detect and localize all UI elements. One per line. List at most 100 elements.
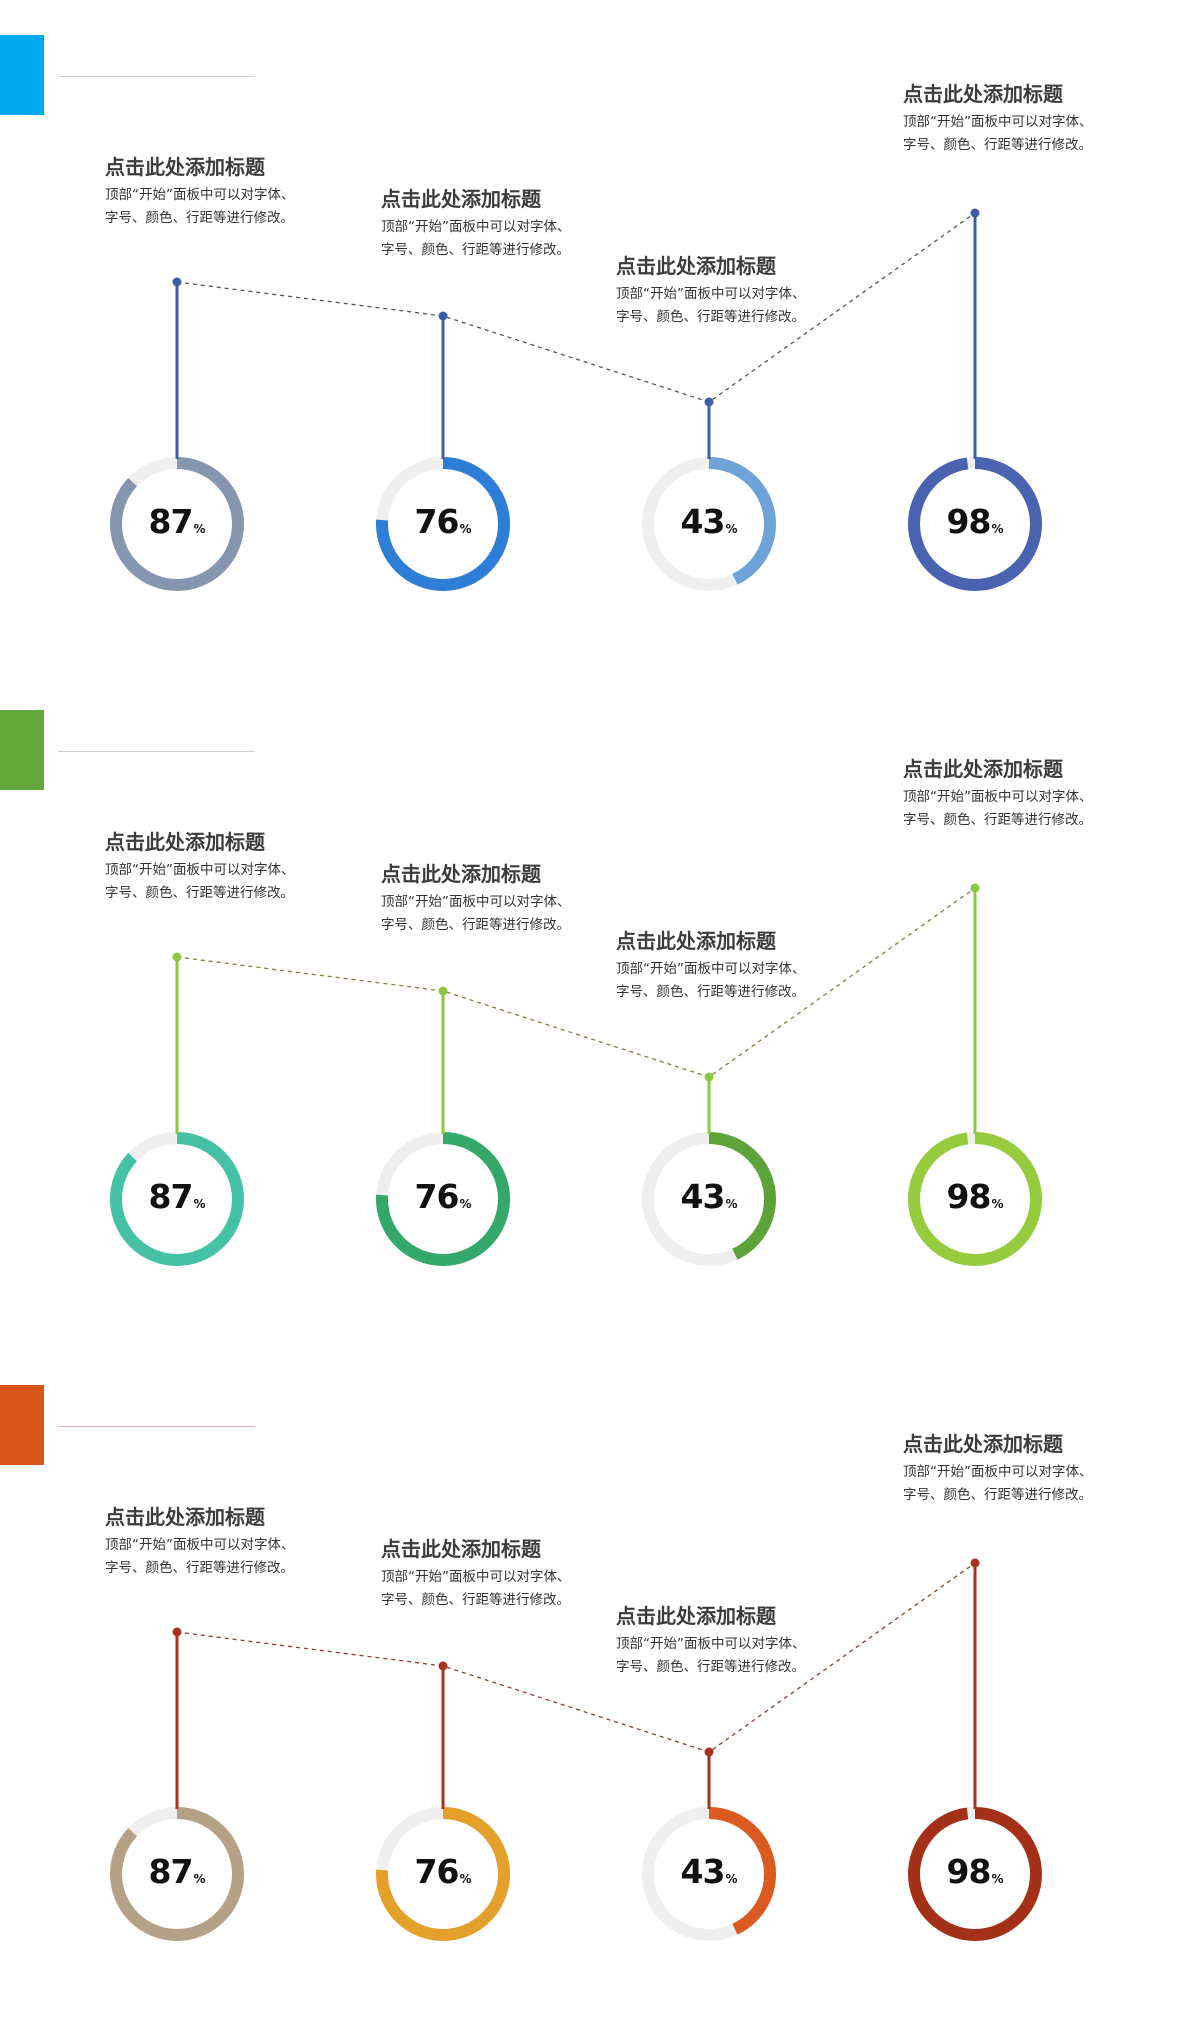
item-title[interactable]: 点击此处添加标题 [381,1537,541,1561]
connector-dot [438,311,448,321]
connector-dot [704,397,714,407]
percent-sign: % [725,522,738,536]
item-text-block: 点击此处添加标题顶部“开始”面板中可以对字体、字号、颜色、行距等进行修改。 [105,154,325,230]
percent-sign: % [991,522,1004,536]
progress-ring-4 [908,1132,1042,1266]
progress-ring-1 [110,1132,244,1266]
panel-1: 点击此处添加标题 顶部“开始”面板中可以对字体、字号、颜色、行距等进行修改。 87%… [0,0,1200,675]
item-body-text[interactable]: 顶部“开始”面板中可以对字体、字号、颜色、行距等进行修改。 [903,114,1093,153]
percent-sign: % [459,1872,472,1886]
item-body-text[interactable]: 顶部“开始”面板中可以对字体、字号、颜色、行距等进行修改。 [381,894,571,933]
percent-value: 87 [148,502,194,541]
item-text-block: 点击此处添加标题顶部“开始”面板中可以对字体、字号、颜色、行距等进行修改。 [381,1536,601,1612]
item-title[interactable]: 点击此处添加标题 [616,254,776,278]
percent-label: 76% [383,502,503,549]
connector-graphic [110,208,1042,591]
item-title[interactable]: 点击此处添加标题 [616,929,776,953]
item-title[interactable]: 点击此处添加标题 [903,1432,1063,1456]
percent-sign: % [193,1872,206,1886]
item-text-block: 点击此处添加标题顶部“开始”面板中可以对字体、字号、颜色、行距等进行修改。 [903,756,1123,832]
percent-value: 76 [414,1852,460,1891]
progress-ring-2 [376,1807,510,1941]
percent-label: 87% [117,502,237,549]
item-text-block: 点击此处添加标题顶部“开始”面板中可以对字体、字号、颜色、行距等进行修改。 [903,81,1123,157]
panel-3: 点击此处添加标题 顶部“开始”面板中可以对字体、字号、颜色、行距等进行修改。 87%… [0,1350,1200,2025]
percent-sign: % [193,522,206,536]
item-title[interactable]: 点击此处添加标题 [903,757,1063,781]
item-body-text[interactable]: 顶部“开始”面板中可以对字体、字号、颜色、行距等进行修改。 [903,789,1093,828]
item-text-block: 点击此处添加标题顶部“开始”面板中可以对字体、字号、颜色、行距等进行修改。 [105,829,325,905]
accent-bar [0,1385,44,1465]
item-text-block: 点击此处添加标题顶部“开始”面板中可以对字体、字号、颜色、行距等进行修改。 [381,861,601,937]
connector-dot [970,883,980,893]
item-body-text[interactable]: 顶部“开始”面板中可以对字体、字号、颜色、行距等进行修改。 [105,187,295,226]
item-title[interactable]: 点击此处添加标题 [381,187,541,211]
item-body-text[interactable]: 顶部“开始”面板中可以对字体、字号、颜色、行距等进行修改。 [105,862,295,901]
percent-sign: % [459,1197,472,1211]
progress-ring-4 [908,457,1042,591]
progress-ring-1 [110,457,244,591]
item-title[interactable]: 点击此处添加标题 [105,830,265,854]
item-text-block: 点击此处添加标题顶部“开始”面板中可以对字体、字号、颜色、行距等进行修改。 [616,928,836,1004]
connector-dot [704,1747,714,1757]
progress-ring-2 [376,457,510,591]
item-body-text[interactable]: 顶部“开始”面板中可以对字体、字号、颜色、行距等进行修改。 [616,1636,806,1675]
percent-value: 76 [414,502,460,541]
connector-dot [438,986,448,996]
percent-label: 98% [915,1852,1035,1899]
progress-ring-2 [376,1132,510,1266]
item-body-text[interactable]: 顶部“开始”面板中可以对字体、字号、颜色、行距等进行修改。 [616,286,806,325]
progress-ring-4 [908,1807,1042,1941]
connector-dot [172,952,182,962]
connector-dot [970,1558,980,1568]
percent-sign: % [193,1197,206,1211]
percent-label: 98% [915,502,1035,549]
item-title[interactable]: 点击此处添加标题 [105,1505,265,1529]
percent-value: 43 [680,1177,726,1216]
item-title[interactable]: 点击此处添加标题 [616,1604,776,1628]
item-body-text[interactable]: 顶部“开始”面板中可以对字体、字号、颜色、行距等进行修改。 [616,961,806,1000]
percent-label: 43% [649,502,769,549]
connector-dot [704,1072,714,1082]
accent-bar [0,710,44,790]
item-body-text[interactable]: 顶部“开始”面板中可以对字体、字号、颜色、行距等进行修改。 [381,1569,571,1608]
percent-label: 87% [117,1177,237,1224]
item-text-block: 点击此处添加标题顶部“开始”面板中可以对字体、字号、颜色、行距等进行修改。 [105,1504,325,1580]
connector-dot [172,277,182,287]
item-text-block: 点击此处添加标题顶部“开始”面板中可以对字体、字号、颜色、行距等进行修改。 [616,253,836,329]
percent-value: 87 [148,1177,194,1216]
progress-ring-3 [642,457,776,591]
percent-value: 43 [680,502,726,541]
item-title[interactable]: 点击此处添加标题 [105,155,265,179]
percent-label: 87% [117,1852,237,1899]
percent-label: 43% [649,1852,769,1899]
percent-label: 76% [383,1177,503,1224]
connector-dot [438,1661,448,1671]
percent-sign: % [991,1872,1004,1886]
progress-ring-1 [110,1807,244,1941]
percent-label: 98% [915,1177,1035,1224]
header-rule [58,751,255,752]
panel-2: 点击此处添加标题 顶部“开始”面板中可以对字体、字号、颜色、行距等进行修改。 87%… [0,675,1200,1350]
percent-value: 76 [414,1177,460,1216]
percent-sign: % [991,1197,1004,1211]
item-text-block: 点击此处添加标题顶部“开始”面板中可以对字体、字号、颜色、行距等进行修改。 [903,1431,1123,1507]
percent-value: 43 [680,1852,726,1891]
connector-dot [172,1627,182,1637]
connector-graphic [110,1558,1042,1941]
header-rule [58,76,255,77]
percent-value: 98 [946,502,992,541]
item-title[interactable]: 点击此处添加标题 [381,862,541,886]
percent-sign: % [459,522,472,536]
percent-label: 43% [649,1177,769,1224]
percent-label: 76% [383,1852,503,1899]
percent-sign: % [725,1197,738,1211]
percent-value: 87 [148,1852,194,1891]
item-title[interactable]: 点击此处添加标题 [903,82,1063,106]
item-body-text[interactable]: 顶部“开始”面板中可以对字体、字号、颜色、行距等进行修改。 [381,219,571,258]
item-body-text[interactable]: 顶部“开始”面板中可以对字体、字号、颜色、行距等进行修改。 [105,1537,295,1576]
percent-value: 98 [946,1852,992,1891]
progress-ring-3 [642,1132,776,1266]
item-body-text[interactable]: 顶部“开始”面板中可以对字体、字号、颜色、行距等进行修改。 [903,1464,1093,1503]
percent-sign: % [725,1872,738,1886]
